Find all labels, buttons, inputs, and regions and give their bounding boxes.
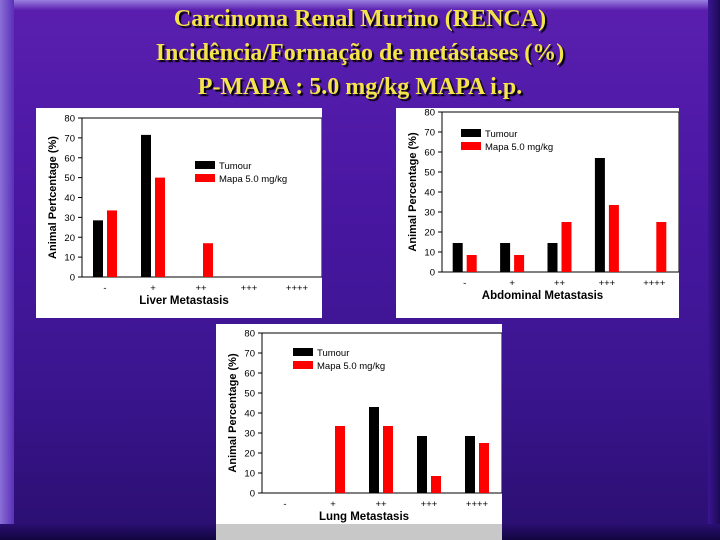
liver-x-tick-label: ++++ [286,283,309,294]
liver-legend-label-mapa: Mapa 5.0 mg/kg [219,174,287,185]
abdominal-legend-swatch-tumour [461,129,481,137]
lung-y-tick-label: 0 [250,489,255,500]
slide-bevel-top [0,0,720,10]
abdominal-bar-mapa [561,222,572,272]
liver-y-tick-label: 30 [64,213,75,224]
abdominal-y-tick-label: 70 [424,128,435,139]
liver-y-tick-label: 50 [64,173,75,184]
liver-bar-tumour [141,134,151,277]
lung-y-tick-label: 30 [244,429,255,440]
lung-legend-swatch-tumour [293,348,313,356]
title-line-3: P-MAPA : 5.0 mg/kg MAPA i.p. [197,74,523,100]
lung-bar-mapa [335,426,345,493]
liver-bar-mapa [107,210,117,277]
lung-y-tick-label: 80 [244,329,255,340]
abdominal-x-axis-label: Abdominal Metastasis [482,290,603,302]
abdominal-y-tick-label: 10 [424,248,435,259]
liver-x-tick-label: +++ [241,283,258,294]
lung-x-tick-label: + [330,499,336,510]
lung-y-axis-label: Animal Percentage (%) [227,353,239,473]
abdominal-chart-panel: 0 10 20 30 40 50 60 70 80- + ++ +++ ++++ Abdominal Me… [396,108,679,318]
abdominal-y-axis-label: Animal Percentage (%) [407,132,419,252]
abdominal-x-tick-label: ++ [554,278,566,289]
abdominal-x-tick-label: ++++ [643,278,666,289]
liver-x-tick-label: + [150,283,156,294]
abdominal-bar-tumour [452,243,463,272]
liver-bar-tumour [93,220,103,277]
abdominal-bar-mapa [466,255,477,272]
lung-bar-tumour [417,436,427,493]
lung-y-tick-label: 10 [244,469,255,480]
lung-x-tick-label: ++ [375,499,387,510]
lung-y-tick-label: 20 [244,449,255,460]
lung-legend-swatch-mapa [293,361,313,369]
liver-legend-label-tumour: Tumour [219,161,251,172]
liver-legend-swatch-tumour [195,161,215,169]
abdominal-legend-swatch-mapa [461,142,481,150]
abdominal-bar-mapa [608,205,619,272]
abdominal-y-tick-label: 20 [424,228,435,239]
lung-y-tick-label: 70 [244,349,255,360]
lung-x-tick-label: ++++ [466,499,489,510]
lung-x-tick-label: +++ [421,499,438,510]
bottom-strip [216,524,502,540]
abdominal-x-tick-label: +++ [599,278,616,289]
lung-bar-tumour [369,407,379,493]
liver-y-axis-label: Animal Pertcentage (%) [47,136,59,259]
liver-bar-mapa [155,177,165,277]
lung-y-tick-label: 60 [244,369,255,380]
abdominal-y-tick-label: 80 [424,108,435,119]
liver-legend-swatch-mapa [195,174,215,182]
lung-bar-mapa [431,476,441,493]
liver-y-tick-label: 20 [64,233,75,244]
abdominal-legend-label-tumour: Tumour [485,129,517,140]
abdominal-bar-mapa [656,222,667,272]
abdominal-y-tick-label: 0 [430,268,435,279]
slide-bevel-left [0,0,14,540]
liver-y-tick-label: 10 [64,253,75,264]
lung-bar-mapa [383,426,393,493]
liver-x-tick-label: ++ [195,283,207,294]
liver-y-tick-label: 80 [64,114,75,125]
lung-legend-label-tumour: Tumour [317,348,349,359]
title-line-2: Incidência/Formação de metástases (%) [155,40,565,66]
lung-x-axis-label: Lung Metastasis [319,511,409,523]
liver-plot-area [81,117,322,278]
abdominal-legend-label-mapa: Mapa 5.0 mg/kg [485,142,553,153]
lung-x-tick-label: - [283,499,286,510]
slide-bevel-right [708,0,720,540]
liver-y-tick-label: 70 [64,133,75,144]
lung-legend-label-mapa: Mapa 5.0 mg/kg [317,361,385,372]
liver-bar-mapa [203,243,213,277]
abdominal-x-tick-label: - [463,278,466,289]
lung-y-tick-label: 40 [244,409,255,420]
title-line-1: Carcinoma Renal Murino (RENCA) [173,6,547,32]
abdominal-y-tick-label: 60 [424,148,435,159]
liver-y-tick-label: 60 [64,153,75,164]
abdominal-x-tick-label: + [509,278,515,289]
liver-x-tick-label: - [103,283,106,294]
liver-y-tick-label: 40 [64,193,75,204]
abdominal-bar-mapa [514,255,525,272]
liver-chart-panel: 0 10 20 30 40 50 60 70 80- + ++ +++ ++++ Liver Metast… [36,108,322,318]
abdominal-bar-tumour [547,243,558,272]
lung-chart-panel: 0 10 20 30 40 50 60 70 80- + ++ +++ ++++ Lung Metasta… [216,324,502,524]
lung-y-tick-label: 50 [244,389,255,400]
liver-x-axis-label: Liver Metastasis [139,295,229,307]
abdominal-bar-tumour [500,243,511,272]
abdominal-bar-tumour [594,158,605,272]
lung-bar-tumour [465,436,475,493]
abdominal-y-tick-label: 50 [424,168,435,179]
lung-bar-mapa [479,443,489,493]
abdominal-y-tick-label: 40 [424,188,435,199]
liver-y-tick-label: 0 [70,273,75,284]
abdominal-y-tick-label: 30 [424,208,435,219]
